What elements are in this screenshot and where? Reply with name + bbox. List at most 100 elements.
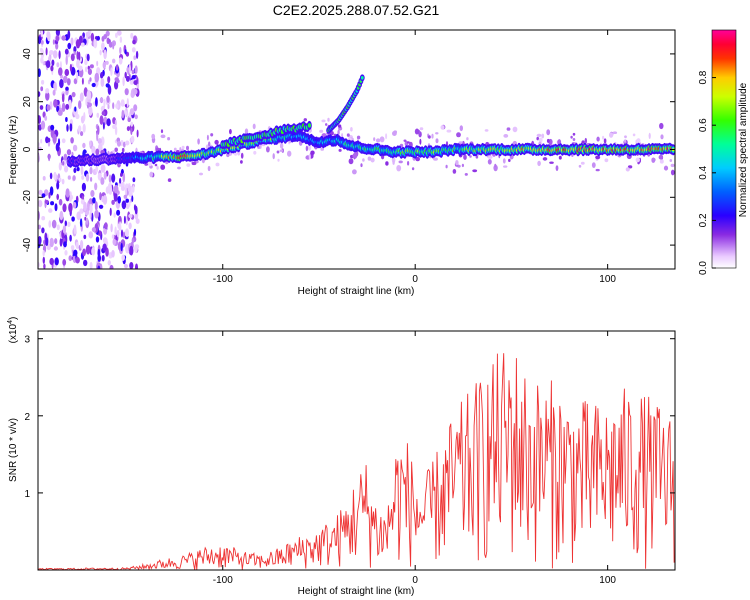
noise-mark [102, 61, 107, 69]
noise-mark [78, 51, 81, 61]
noise-mark [69, 196, 72, 202]
halo-mark [277, 158, 280, 162]
noise-mark [134, 65, 138, 74]
noise-mark [107, 260, 112, 266]
noise-mark [103, 171, 107, 180]
x-tick-label: 100 [599, 274, 616, 285]
noise-mark [42, 249, 45, 257]
noise-mark [99, 49, 102, 56]
noise-mark [133, 104, 138, 112]
halo-mark [464, 173, 468, 176]
halo-mark [446, 129, 452, 133]
y-tick-label: -40 [22, 237, 33, 252]
noise-mark [120, 172, 123, 177]
noise-mark [131, 75, 136, 80]
snr-series-line [38, 353, 675, 570]
noise-mark [97, 125, 100, 135]
noise-mark [78, 100, 82, 110]
noise-mark [40, 30, 43, 38]
noise-mark [113, 184, 119, 194]
snr-plot-area [38, 353, 675, 570]
halo-mark [433, 157, 438, 161]
halo-mark [186, 145, 189, 151]
noise-mark [76, 211, 81, 221]
noise-mark [92, 197, 96, 204]
noise-mark [115, 79, 120, 84]
noise-mark [38, 189, 43, 196]
noise-mark [76, 71, 79, 81]
noise-mark [61, 102, 66, 113]
noise-mark [121, 200, 127, 210]
noise-mark [112, 238, 117, 246]
noise-mark [120, 229, 124, 238]
noise-mark [117, 140, 121, 147]
noise-mark [75, 39, 81, 49]
colorbar-tick-label: 0.4 [698, 165, 709, 179]
noise-mark [51, 219, 57, 229]
halo-mark [542, 157, 548, 161]
halo-mark [160, 129, 164, 134]
x-tick-label: 100 [599, 575, 616, 586]
noise-mark [40, 120, 46, 130]
noise-mark [91, 247, 96, 256]
noise-mark [79, 92, 84, 102]
halo-mark [276, 150, 280, 154]
noise-mark [99, 115, 104, 125]
spectrogram-ticks: -100 0 100 -40 -20 0 20 40 [22, 30, 675, 285]
noise-mark [52, 133, 57, 144]
halo-mark [669, 159, 673, 162]
noise-mark [100, 164, 106, 173]
noise-mark [76, 59, 80, 68]
noise-mark [110, 67, 113, 76]
spectrogram-panel: -100 0 100 -40 -20 0 20 40 Height of straight l… [8, 29, 676, 297]
colorbar-tick-label: 0.2 [698, 213, 709, 227]
noise-mark [68, 99, 72, 110]
y-tick-label: -20 [22, 190, 33, 205]
noise-mark [103, 98, 106, 109]
halo-mark [458, 141, 463, 144]
noise-mark [97, 172, 102, 181]
noise-mark [51, 59, 55, 66]
noise-mark [125, 75, 130, 82]
noise-mark [41, 193, 46, 198]
noise-mark [72, 201, 77, 209]
noise-mark [38, 91, 41, 97]
colorbar: 0.0 0.2 0.4 0.6 0.8 Normalized spectral ampl… [698, 29, 749, 275]
noise-mark [63, 153, 68, 161]
spike-core [360, 76, 364, 80]
halo-mark [487, 159, 492, 165]
y-tick-label: 20 [22, 96, 33, 108]
noise-mark [110, 223, 113, 233]
noise-mark [52, 39, 56, 45]
noise-mark [67, 42, 72, 50]
noise-mark [124, 88, 129, 96]
noise-mark [89, 77, 92, 82]
halo-mark [459, 125, 463, 132]
noise-mark [83, 259, 88, 267]
noise-mark [94, 72, 100, 83]
noise-mark [118, 57, 123, 65]
x-tick-label: -100 [213, 274, 233, 285]
noise-mark [109, 207, 112, 216]
noise-mark [125, 198, 129, 203]
noise-mark [116, 209, 121, 216]
noise-mark [128, 63, 131, 74]
noise-mark [124, 49, 127, 55]
noise-mark [119, 177, 122, 184]
noise-mark [53, 246, 59, 251]
noise-mark [72, 175, 76, 181]
noise-mark [67, 175, 71, 180]
noise-mark [111, 250, 115, 258]
noise-mark [89, 140, 92, 147]
noise-mark [136, 129, 139, 138]
colorbar-tick-label: 0.6 [698, 118, 709, 132]
noise-mark [135, 263, 138, 269]
noise-mark [111, 173, 116, 183]
noise-mark [125, 228, 129, 238]
noise-mark [71, 91, 76, 98]
noise-mark [100, 177, 105, 185]
noise-mark [94, 201, 98, 211]
noise-mark [62, 161, 65, 166]
noise-mark [80, 131, 84, 137]
noise-mark [129, 108, 135, 116]
